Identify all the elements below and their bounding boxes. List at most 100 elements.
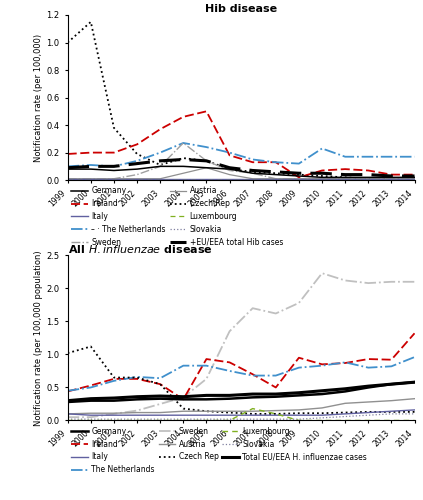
Austria <box>65 411 70 417</box>
Luxembourg <box>273 177 278 183</box>
Luxembourg <box>135 418 140 424</box>
Luxembourg <box>412 177 417 183</box>
Ireland <box>111 150 116 156</box>
Germany <box>319 174 324 180</box>
Ireland <box>158 381 163 387</box>
Line: Italy: Italy <box>68 410 415 415</box>
Total EU/EEA H. influenzae cases <box>227 392 232 398</box>
Italy <box>227 176 232 182</box>
Ireland <box>343 360 348 366</box>
Slovakia <box>273 177 278 183</box>
+EU/EEA total Hib cases <box>297 170 302 176</box>
Germany <box>181 396 186 402</box>
Germany <box>135 396 140 402</box>
Austria <box>297 176 302 182</box>
Sweden <box>366 280 371 286</box>
Luxembourg <box>181 418 186 424</box>
Sweden <box>111 411 116 417</box>
Line: The Netherlands: The Netherlands <box>68 357 415 391</box>
Austria <box>343 400 348 406</box>
Sweden <box>88 414 93 420</box>
Ireland <box>181 396 186 402</box>
Line: Czech Rep: Czech Rep <box>68 346 415 414</box>
Germany <box>319 391 324 397</box>
Austria <box>88 176 93 182</box>
The Netherlands <box>158 375 163 381</box>
Austria <box>227 172 232 177</box>
Italy <box>65 176 70 182</box>
The Netherlands <box>181 140 186 146</box>
Germany <box>65 399 70 405</box>
Sweden <box>273 310 278 316</box>
Line: Ireland: Ireland <box>68 334 415 400</box>
Line: Austria: Austria <box>68 168 415 178</box>
+EU/EEA total Hib cases <box>250 168 255 173</box>
Italy <box>181 176 186 182</box>
Germany <box>65 166 70 172</box>
Sweden <box>135 172 140 177</box>
Czech Rep <box>181 406 186 411</box>
Luxembourg <box>227 177 232 183</box>
Czech Rep <box>319 410 324 416</box>
Italy <box>366 176 371 182</box>
Czech Rep <box>181 155 186 161</box>
Line: Germany: Germany <box>68 382 415 402</box>
Slovakia <box>181 416 186 422</box>
Sweden <box>273 176 278 182</box>
Italy <box>88 412 93 418</box>
Sweden <box>389 176 394 182</box>
Luxembourg <box>88 177 93 183</box>
Total EU/EEA H. influenzae cases <box>412 379 417 385</box>
Ireland <box>412 172 417 177</box>
Sweden <box>412 176 417 182</box>
Austria <box>181 170 186 176</box>
Germany <box>135 166 140 172</box>
Austria <box>181 408 186 414</box>
Germany <box>297 173 302 179</box>
Italy <box>343 411 348 417</box>
Ireland <box>250 159 255 165</box>
Italy <box>111 176 116 182</box>
+EU/EEA total Hib cases <box>88 164 93 170</box>
Austria <box>158 176 163 182</box>
The Netherlands <box>65 388 70 394</box>
Sweden <box>227 168 232 173</box>
Slovakia <box>412 411 417 417</box>
Luxembourg <box>250 177 255 183</box>
Luxembourg <box>273 411 278 417</box>
Sweden <box>319 176 324 182</box>
+EU/EEA total Hib cases <box>343 172 348 177</box>
Czech Rep <box>135 374 140 380</box>
Ireland <box>204 356 209 362</box>
Austria <box>319 405 324 411</box>
Sweden <box>181 140 186 146</box>
Italy <box>204 412 209 418</box>
Ireland <box>297 354 302 360</box>
Slovakia <box>135 416 140 422</box>
Luxembourg <box>158 177 163 183</box>
Luxembourg <box>366 418 371 424</box>
+EU/EEA total Hib cases <box>65 164 70 170</box>
Italy <box>158 412 163 418</box>
Austria <box>366 176 371 182</box>
Luxembourg <box>250 406 255 411</box>
Sweden <box>319 270 324 276</box>
Sweden <box>158 164 163 170</box>
Slovakia <box>412 177 417 183</box>
Austria <box>111 176 116 182</box>
Italy <box>412 407 417 413</box>
Luxembourg <box>319 177 324 183</box>
Austria <box>366 399 371 405</box>
Austria <box>343 176 348 182</box>
Czech Rep <box>389 176 394 182</box>
Sweden <box>65 176 70 182</box>
Italy <box>297 412 302 418</box>
+EU/EEA total Hib cases <box>389 173 394 179</box>
Italy <box>227 412 232 418</box>
Italy <box>88 176 93 182</box>
+EU/EEA total Hib cases <box>366 172 371 177</box>
Ireland <box>389 356 394 362</box>
Line: The Netherlands: The Netherlands <box>68 143 415 167</box>
Czech Rep <box>297 410 302 416</box>
The Netherlands <box>158 150 163 156</box>
